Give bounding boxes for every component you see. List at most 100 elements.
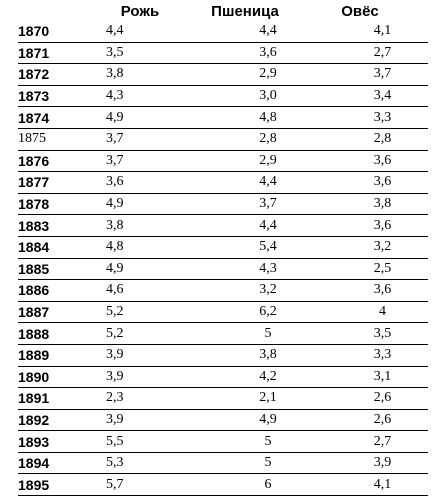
year-cell: 1878 [18, 193, 100, 216]
oats-yield-cell: 3,6 [337, 150, 428, 173]
header-oats: Овёс [341, 3, 379, 20]
table-row: 1892 3,9 4,9 2,6 [18, 409, 428, 432]
year-cell: 1893 [18, 430, 100, 453]
rye-yield-cell: 5,2 [100, 301, 205, 324]
yield-table-body: 1870 4,4 4,4 4,1 1871 3,5 3,6 2,7 1872 3,8 2,9 3,7 1… [18, 21, 428, 496]
year-cell: 1874 [18, 106, 100, 129]
table-row: 1878 4,9 3,7 3,8 [18, 193, 428, 216]
year-cell: 1890 [18, 366, 100, 389]
oats-yield-cell: 4,1 [337, 21, 428, 43]
oats-yield-cell: 3,3 [337, 344, 428, 367]
rye-yield-cell: 3,8 [100, 214, 205, 237]
oats-yield-cell: 2,5 [337, 258, 428, 281]
rye-yield-cell: 4,4 [100, 21, 205, 43]
year-cell: 1887 [18, 301, 100, 324]
wheat-yield-cell: 2,9 [205, 63, 337, 86]
table-row: 1895 5,7 6 4,1 [18, 473, 428, 496]
rye-yield-cell: 3,8 [100, 63, 205, 86]
year-cell: 1873 [18, 85, 100, 108]
oats-yield-cell: 2,7 [337, 430, 428, 453]
year-cell: 1872 [18, 63, 100, 86]
wheat-yield-cell: 5 [205, 322, 337, 345]
wheat-yield-cell: 6,2 [205, 301, 337, 324]
wheat-yield-cell: 3,2 [205, 279, 337, 302]
table-row: 1870 4,4 4,4 4,1 [18, 21, 428, 43]
table-row: 1872 3,8 2,9 3,7 [18, 63, 428, 86]
header-rye: Рожь [120, 3, 160, 20]
table-row: 1888 5,2 5 3,5 [18, 322, 428, 345]
year-cell: 1889 [18, 344, 100, 367]
oats-yield-cell: 2,8 [337, 128, 428, 151]
wheat-yield-cell: 4,4 [205, 214, 337, 237]
wheat-yield-cell: 5 [205, 452, 337, 475]
oats-yield-cell: 3,6 [337, 214, 428, 237]
oats-yield-cell: 3,2 [337, 236, 428, 259]
table-header: Рожь Пшеница Овёс [0, 0, 433, 22]
year-cell: 1888 [18, 322, 100, 345]
table-row: 1875 3,7 2,8 2,8 [18, 128, 428, 151]
table-row: 1873 4,3 3,0 3,4 [18, 85, 428, 108]
table-row: 1885 4,9 4,3 2,5 [18, 258, 428, 281]
oats-yield-cell: 4,1 [337, 473, 428, 496]
oats-yield-cell: 3,4 [337, 85, 428, 108]
wheat-yield-cell: 4,8 [205, 106, 337, 129]
rye-yield-cell: 3,9 [100, 366, 205, 389]
wheat-yield-cell: 2,8 [205, 128, 337, 151]
table-row: 1883 3,8 4,4 3,6 [18, 214, 428, 237]
year-cell: 1875 [18, 128, 100, 151]
year-cell: 1892 [18, 409, 100, 432]
rye-yield-cell: 4,9 [100, 106, 205, 129]
year-cell: 1885 [18, 258, 100, 281]
oats-yield-cell: 3,9 [337, 452, 428, 475]
table-row: 1894 5,3 5 3,9 [18, 452, 428, 475]
table-row: 1877 3,6 4,4 3,6 [18, 171, 428, 194]
year-cell: 1894 [18, 452, 100, 475]
wheat-yield-cell: 3,7 [205, 193, 337, 216]
oats-yield-cell: 3,8 [337, 193, 428, 216]
wheat-yield-cell: 3,0 [205, 85, 337, 108]
oats-yield-cell: 3,6 [337, 171, 428, 194]
table-row: 1886 4,6 3,2 3,6 [18, 279, 428, 302]
oats-yield-cell: 2,6 [337, 387, 428, 410]
rye-yield-cell: 3,9 [100, 409, 205, 432]
rye-yield-cell: 4,9 [100, 193, 205, 216]
rye-yield-cell: 5,7 [100, 473, 205, 496]
year-cell: 1876 [18, 150, 100, 173]
year-cell: 1895 [18, 473, 100, 496]
oats-yield-cell: 3,5 [337, 322, 428, 345]
wheat-yield-cell: 6 [205, 473, 337, 496]
rye-yield-cell: 4,8 [100, 236, 205, 259]
wheat-yield-cell: 4,3 [205, 258, 337, 281]
oats-yield-cell: 2,7 [337, 42, 428, 65]
year-cell: 1877 [18, 171, 100, 194]
rye-yield-cell: 5,3 [100, 452, 205, 475]
wheat-yield-cell: 5 [205, 430, 337, 453]
yield-table: 1870 4,4 4,4 4,1 1871 3,5 3,6 2,7 1872 3,8 2,9 3,7 1… [18, 21, 428, 496]
rye-yield-cell: 3,9 [100, 344, 205, 367]
oats-yield-cell: 2,6 [337, 409, 428, 432]
wheat-yield-cell: 4,4 [205, 21, 337, 43]
rye-yield-cell: 2,3 [100, 387, 205, 410]
year-cell: 1871 [18, 42, 100, 65]
year-cell: 1870 [18, 21, 100, 43]
table-row: 1874 4,9 4,8 3,3 [18, 106, 428, 129]
rye-yield-cell: 4,6 [100, 279, 205, 302]
rye-yield-cell: 3,7 [100, 128, 205, 151]
table-row: 1891 2,3 2,1 2,6 [18, 387, 428, 410]
rye-yield-cell: 3,6 [100, 171, 205, 194]
header-wheat: Пшеница [211, 3, 279, 20]
rye-yield-cell: 3,7 [100, 150, 205, 173]
year-cell: 1884 [18, 236, 100, 259]
wheat-yield-cell: 3,6 [205, 42, 337, 65]
year-cell: 1883 [18, 214, 100, 237]
rye-yield-cell: 5,2 [100, 322, 205, 345]
table-row: 1893 5,5 5 2,7 [18, 430, 428, 453]
table-row: 1889 3,9 3,8 3,3 [18, 344, 428, 367]
wheat-yield-cell: 4,2 [205, 366, 337, 389]
table-row: 1890 3,9 4,2 3,1 [18, 366, 428, 389]
wheat-yield-cell: 4,4 [205, 171, 337, 194]
oats-yield-cell: 3,1 [337, 366, 428, 389]
rye-yield-cell: 4,3 [100, 85, 205, 108]
year-cell: 1891 [18, 387, 100, 410]
